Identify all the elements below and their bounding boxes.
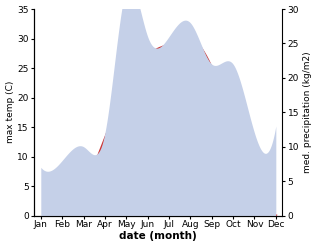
Y-axis label: med. precipitation (kg/m2): med. precipitation (kg/m2) <box>303 51 313 173</box>
X-axis label: date (month): date (month) <box>120 231 197 242</box>
Y-axis label: max temp (C): max temp (C) <box>5 81 15 144</box>
